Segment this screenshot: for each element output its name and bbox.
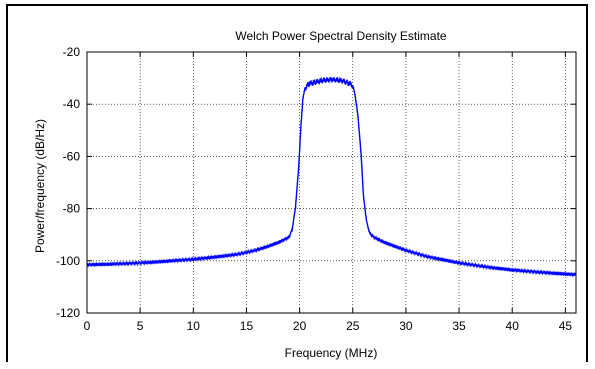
y-tick-label: -60 bbox=[63, 149, 81, 163]
plot-area bbox=[87, 52, 576, 313]
x-axis-label: Frequency (MHz) bbox=[285, 346, 378, 360]
y-tick-label: -100 bbox=[56, 254, 80, 268]
y-tick-label: -20 bbox=[63, 45, 81, 59]
x-tick-label: 30 bbox=[399, 319, 413, 333]
x-tick-label: 15 bbox=[240, 319, 254, 333]
y-tick-label: -120 bbox=[56, 306, 80, 320]
x-tick-label: 20 bbox=[293, 319, 307, 333]
chart-title: Welch Power Spectral Density Estimate bbox=[235, 29, 447, 43]
psd-series-line bbox=[86, 76, 577, 278]
x-tick-label: 0 bbox=[84, 319, 91, 333]
x-tick-label: 35 bbox=[452, 319, 466, 333]
x-tick-label: 25 bbox=[346, 319, 360, 333]
x-axis-ticks: 0 5 10 15 20 25 30 35 40 45 bbox=[84, 52, 573, 333]
x-tick-label: 5 bbox=[137, 319, 144, 333]
y-tick-label: -80 bbox=[63, 202, 81, 216]
x-tick-label: 10 bbox=[187, 319, 201, 333]
y-axis-ticks: -120 -100 -80 -60 -40 -20 bbox=[56, 45, 576, 320]
x-tick-label: 40 bbox=[506, 319, 520, 333]
plot-border bbox=[86, 51, 577, 314]
y-axis-label: Power/frequency (dB/Hz) bbox=[33, 119, 47, 253]
x-tick-label: 45 bbox=[559, 319, 573, 333]
y-tick-label: -40 bbox=[63, 97, 81, 111]
